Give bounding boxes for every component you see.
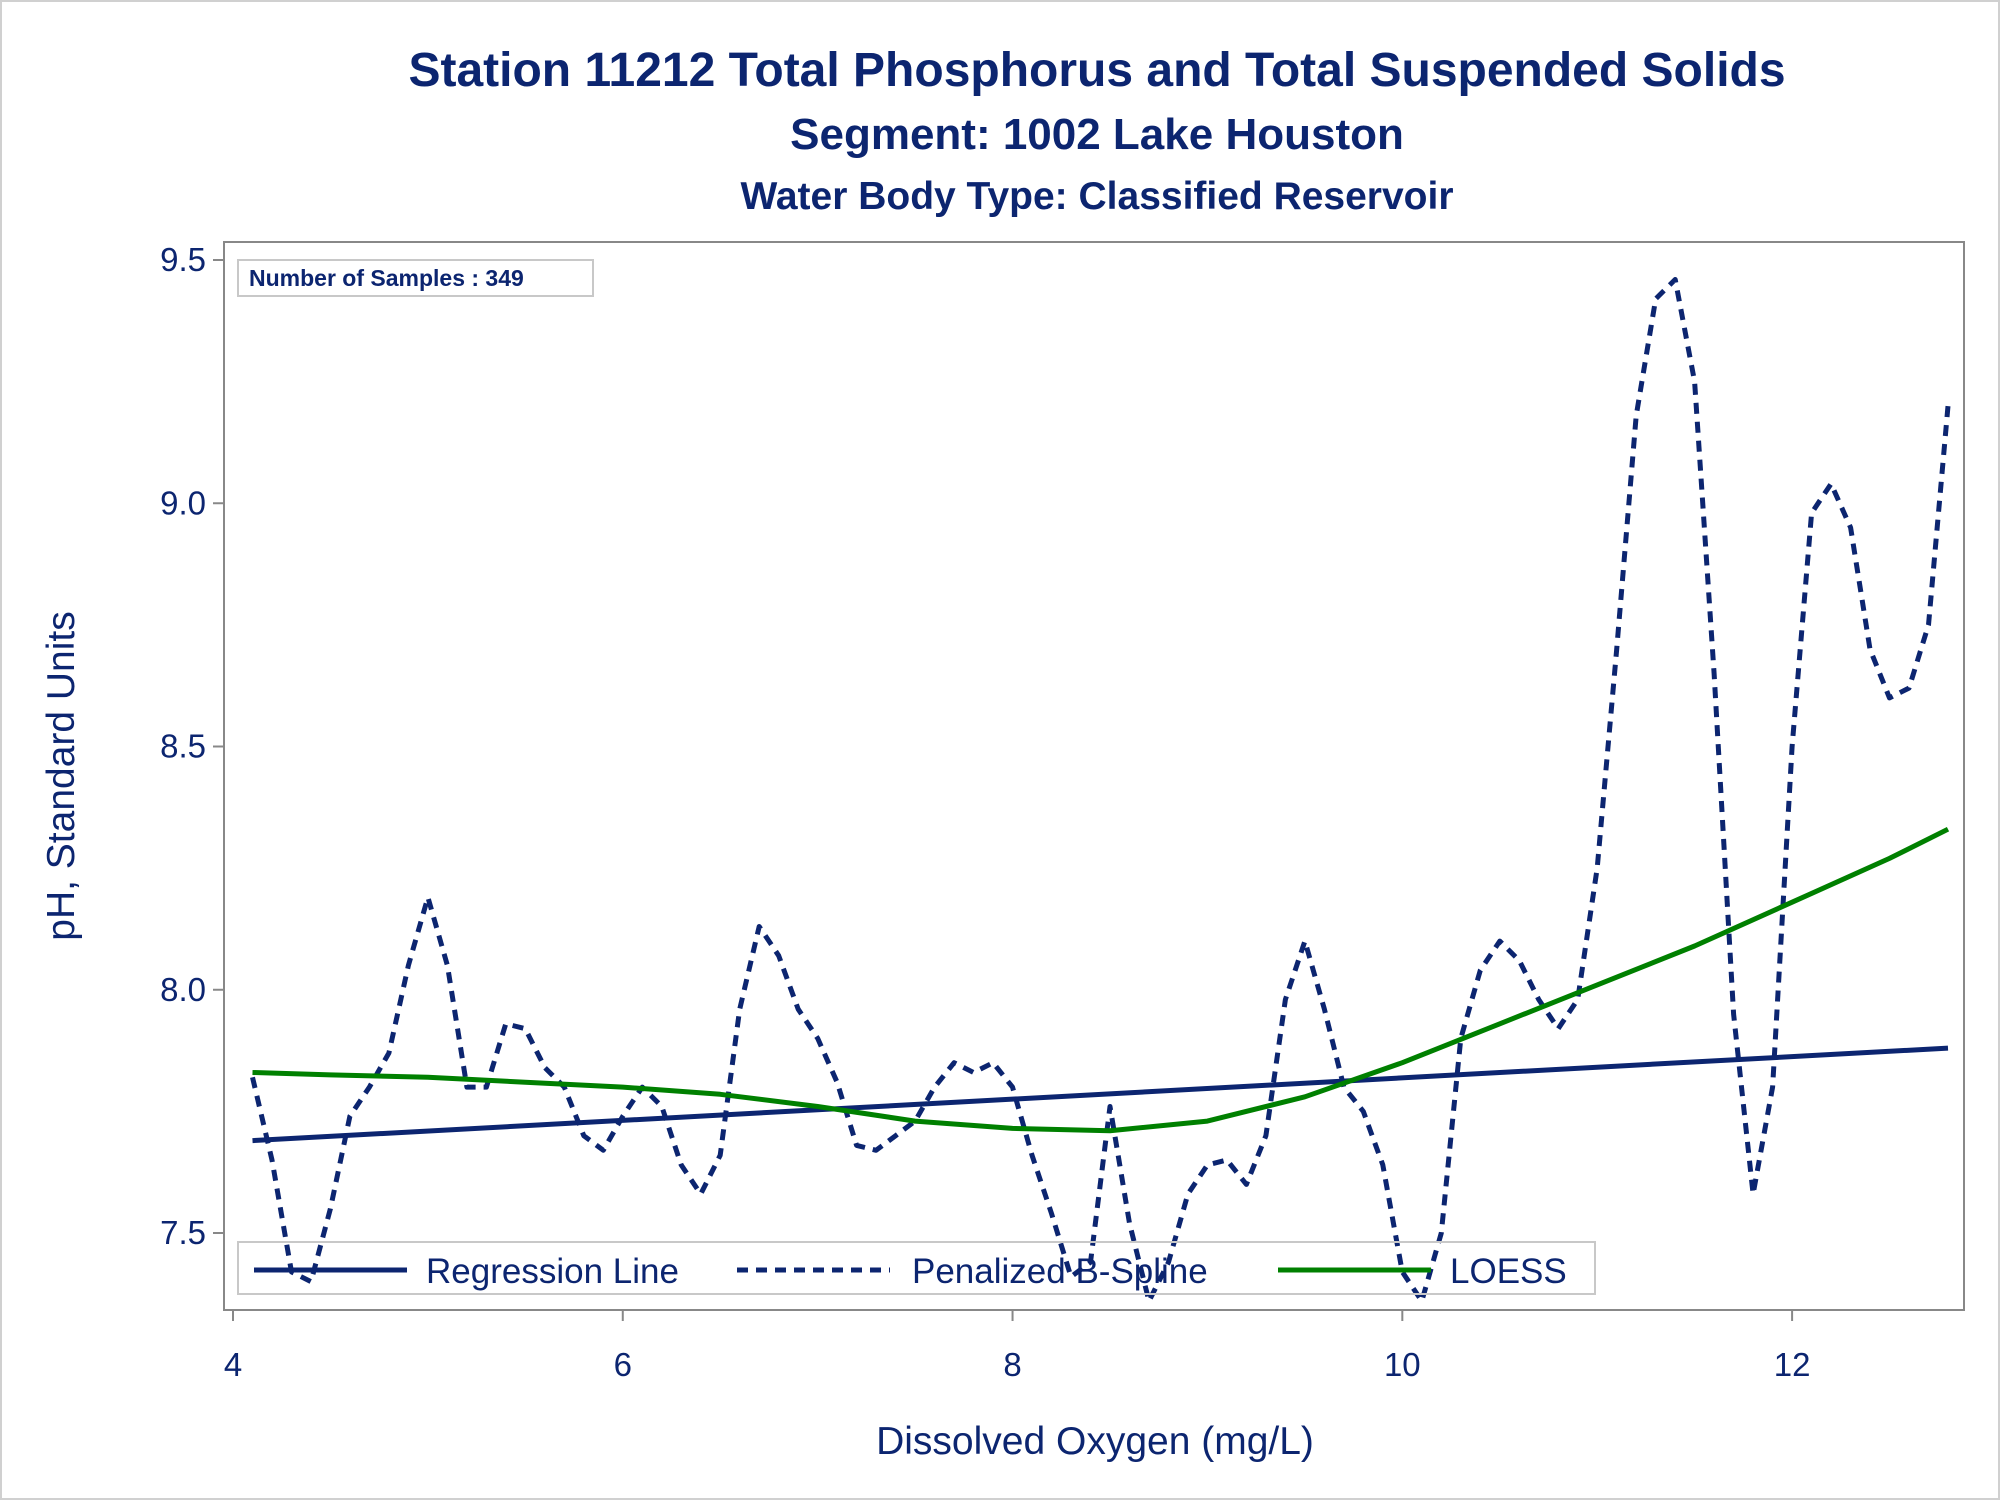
y-axis-label: pH, Standard Units bbox=[40, 611, 83, 941]
x-tick-label: 12 bbox=[1774, 1346, 1811, 1383]
x-axis-label: Dissolved Oxygen (mg/L) bbox=[876, 1420, 1314, 1463]
legend-label-regression: Regression Line bbox=[426, 1252, 679, 1291]
y-tick-label: 8.0 bbox=[160, 971, 206, 1008]
sample-count-box: Number of Samples : 349 bbox=[237, 259, 594, 297]
series-layer bbox=[250, 277, 1951, 1304]
regression-line bbox=[252, 1045, 1949, 1144]
x-axis: 4 6 8 10 12 bbox=[224, 1310, 1811, 1383]
x-tick-label: 8 bbox=[1003, 1346, 1021, 1383]
chart-subtitle: Segment: 1002 Lake Houston bbox=[790, 110, 1404, 159]
sample-count-frame bbox=[237, 259, 594, 297]
x-tick-label: 4 bbox=[224, 1346, 242, 1383]
y-tick-label: 7.5 bbox=[160, 1214, 206, 1251]
loess-line bbox=[252, 826, 1950, 1134]
y-tick-label: 9.5 bbox=[160, 241, 206, 278]
legend-frame bbox=[237, 1241, 1596, 1295]
y-tick-label: 8.5 bbox=[160, 728, 206, 765]
plot-area bbox=[223, 241, 1965, 1311]
y-axis: 7.5 8.0 8.5 9.0 9.5 bbox=[160, 241, 224, 1251]
y-tick-label: 9.0 bbox=[160, 484, 206, 521]
legend-label-loess: LOESS bbox=[1450, 1252, 1567, 1291]
legend: Regression Line Penalized B-Spline LOESS bbox=[237, 1241, 1596, 1295]
chart-title: Station 11212 Total Phosphorus and Total… bbox=[408, 44, 1785, 97]
sample-count-label: Number of Samples : 349 bbox=[249, 265, 524, 291]
x-tick-label: 10 bbox=[1384, 1346, 1421, 1383]
chart-subtitle-2: Water Body Type: Classified Reservoir bbox=[740, 175, 1453, 218]
x-tick-label: 6 bbox=[614, 1346, 632, 1383]
spline-line bbox=[250, 277, 1951, 1304]
legend-label-spline: Penalized B-Spline bbox=[912, 1252, 1208, 1291]
